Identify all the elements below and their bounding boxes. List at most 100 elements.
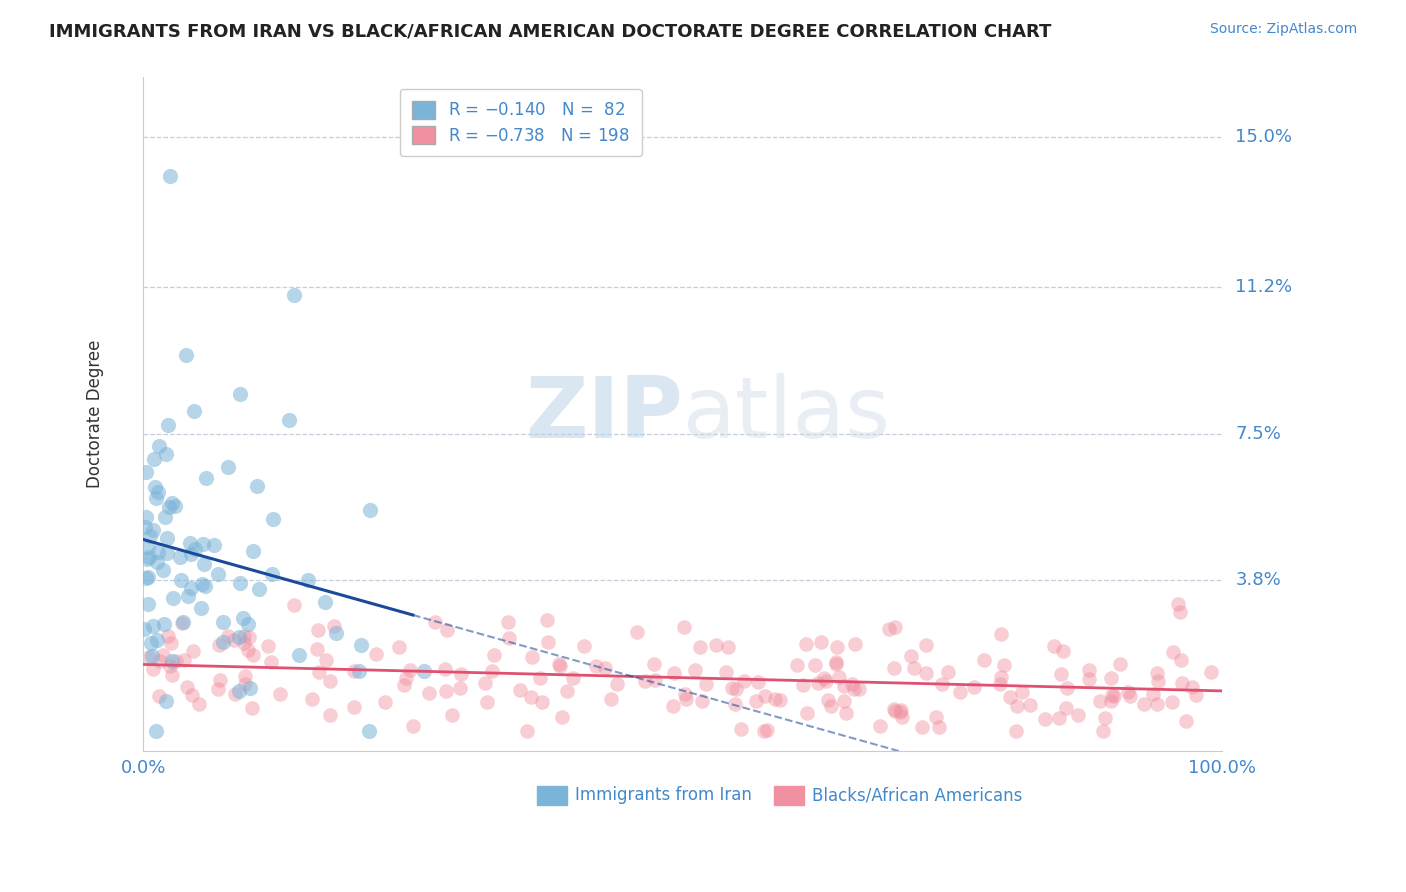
- Point: [796, 637, 818, 651]
- Point: [233, 677, 256, 691]
- Point: [516, 723, 538, 738]
- Point: [323, 618, 346, 632]
- Point: [1102, 689, 1125, 703]
- Point: [1005, 699, 1028, 714]
- Point: [159, 659, 181, 673]
- Point: [156, 546, 179, 560]
- Point: [993, 657, 1015, 672]
- Point: [481, 664, 503, 678]
- Point: [643, 657, 665, 672]
- Point: [135, 510, 157, 524]
- Point: [1047, 711, 1070, 725]
- Point: [436, 623, 458, 637]
- Point: [142, 523, 165, 537]
- Point: [804, 657, 827, 672]
- Point: [395, 671, 418, 685]
- Point: [287, 648, 309, 663]
- Point: [562, 671, 585, 685]
- Point: [724, 681, 747, 696]
- Point: [305, 642, 328, 657]
- Point: [239, 681, 262, 696]
- Point: [585, 658, 607, 673]
- Point: [810, 635, 832, 649]
- Point: [509, 682, 531, 697]
- Point: [720, 681, 742, 695]
- Point: [236, 642, 259, 657]
- Point: [181, 644, 204, 658]
- Point: [879, 622, 901, 636]
- Point: [551, 710, 574, 724]
- Point: [634, 674, 657, 689]
- Point: [359, 502, 381, 516]
- Point: [247, 582, 270, 597]
- Point: [165, 499, 187, 513]
- Point: [911, 720, 934, 734]
- Point: [412, 664, 434, 678]
- Point: [162, 591, 184, 606]
- Point: [915, 638, 938, 652]
- Text: 3.8%: 3.8%: [1236, 572, 1281, 590]
- Text: ZIP: ZIP: [524, 373, 682, 456]
- Point: [262, 512, 284, 526]
- Point: [1108, 657, 1130, 672]
- Point: [325, 625, 347, 640]
- Point: [1146, 698, 1168, 712]
- Point: [212, 615, 235, 629]
- Point: [717, 640, 740, 654]
- Point: [883, 704, 905, 718]
- Point: [315, 653, 337, 667]
- Point: [733, 674, 755, 689]
- Point: [606, 677, 628, 691]
- Point: [664, 665, 686, 680]
- Point: [498, 631, 520, 645]
- Point: [278, 413, 301, 427]
- Point: [807, 676, 830, 690]
- Point: [232, 610, 254, 624]
- Point: [149, 654, 172, 668]
- Point: [141, 636, 163, 650]
- Point: [208, 639, 231, 653]
- Point: [1167, 597, 1189, 611]
- Point: [229, 387, 252, 401]
- Point: [350, 638, 373, 652]
- Point: [176, 348, 198, 362]
- Point: [434, 683, 457, 698]
- Point: [769, 692, 792, 706]
- Point: [207, 681, 229, 696]
- Point: [148, 439, 170, 453]
- Point: [848, 682, 870, 697]
- Text: Source: ZipAtlas.com: Source: ZipAtlas.com: [1209, 22, 1357, 37]
- Point: [242, 648, 264, 662]
- Point: [745, 694, 768, 708]
- Point: [136, 570, 159, 584]
- Point: [520, 649, 543, 664]
- Point: [1043, 640, 1066, 654]
- Point: [193, 579, 215, 593]
- Point: [704, 638, 727, 652]
- Point: [146, 484, 169, 499]
- Point: [260, 655, 283, 669]
- Point: [425, 615, 447, 629]
- Point: [156, 532, 179, 546]
- Point: [179, 536, 201, 550]
- Point: [134, 520, 156, 534]
- Point: [883, 701, 905, 715]
- Point: [138, 540, 160, 554]
- Point: [529, 671, 551, 685]
- Point: [477, 695, 499, 709]
- Point: [675, 692, 697, 706]
- Point: [689, 640, 711, 655]
- Point: [190, 600, 212, 615]
- Point: [257, 639, 280, 653]
- Point: [183, 542, 205, 557]
- Point: [347, 665, 370, 679]
- Point: [1171, 676, 1194, 690]
- Point: [169, 549, 191, 564]
- Point: [388, 640, 411, 654]
- Point: [747, 674, 769, 689]
- Point: [307, 623, 329, 637]
- Point: [1184, 688, 1206, 702]
- Point: [374, 695, 396, 709]
- Point: [191, 576, 214, 591]
- Point: [752, 723, 775, 738]
